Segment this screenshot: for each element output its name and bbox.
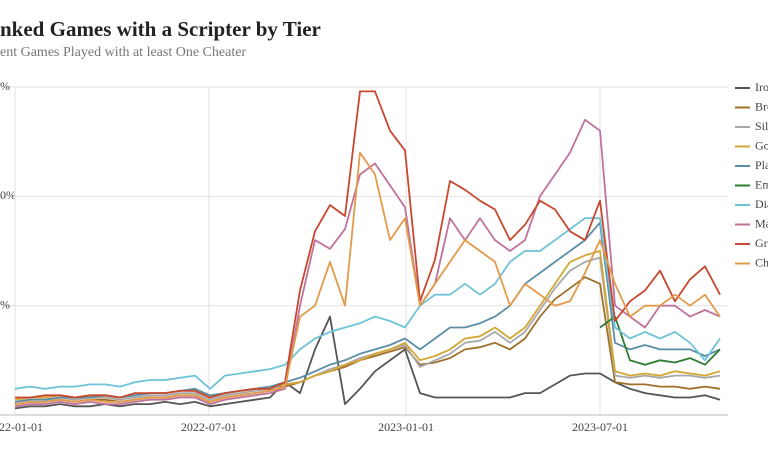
legend-label: Gra <box>755 236 768 250</box>
x-tick-label: 2023-01-01 <box>378 420 434 434</box>
chart-subtitle: ent Games Played with at least One Cheat… <box>0 45 246 60</box>
y-tick-label: % <box>0 79 10 93</box>
x-tick-label: 2023-07-01 <box>572 420 628 434</box>
series-line <box>14 217 721 390</box>
y-tick-label: % <box>0 297 10 311</box>
x-tick-label: 2022-07-01 <box>181 420 237 434</box>
legend-label: Ch <box>755 255 768 269</box>
y-tick-label: 0% <box>0 188 16 202</box>
legend-label: Pla <box>755 158 768 172</box>
legend-label: Iro <box>755 80 768 94</box>
legend-label: Silv <box>755 119 768 133</box>
legend-label: Go <box>755 138 768 152</box>
x-tick-label: 2022-01-01 <box>0 420 43 434</box>
series-line <box>14 151 721 405</box>
legend-label: Em <box>755 177 768 191</box>
series-line <box>15 90 721 399</box>
chart-title: nked Games with a Scripter by Tier <box>0 17 321 41</box>
series-line <box>14 315 721 410</box>
series-line <box>14 118 721 408</box>
legend-label: Ma <box>755 216 768 230</box>
legend-label: Bro <box>755 99 768 113</box>
legend-label: Dia <box>755 197 768 211</box>
